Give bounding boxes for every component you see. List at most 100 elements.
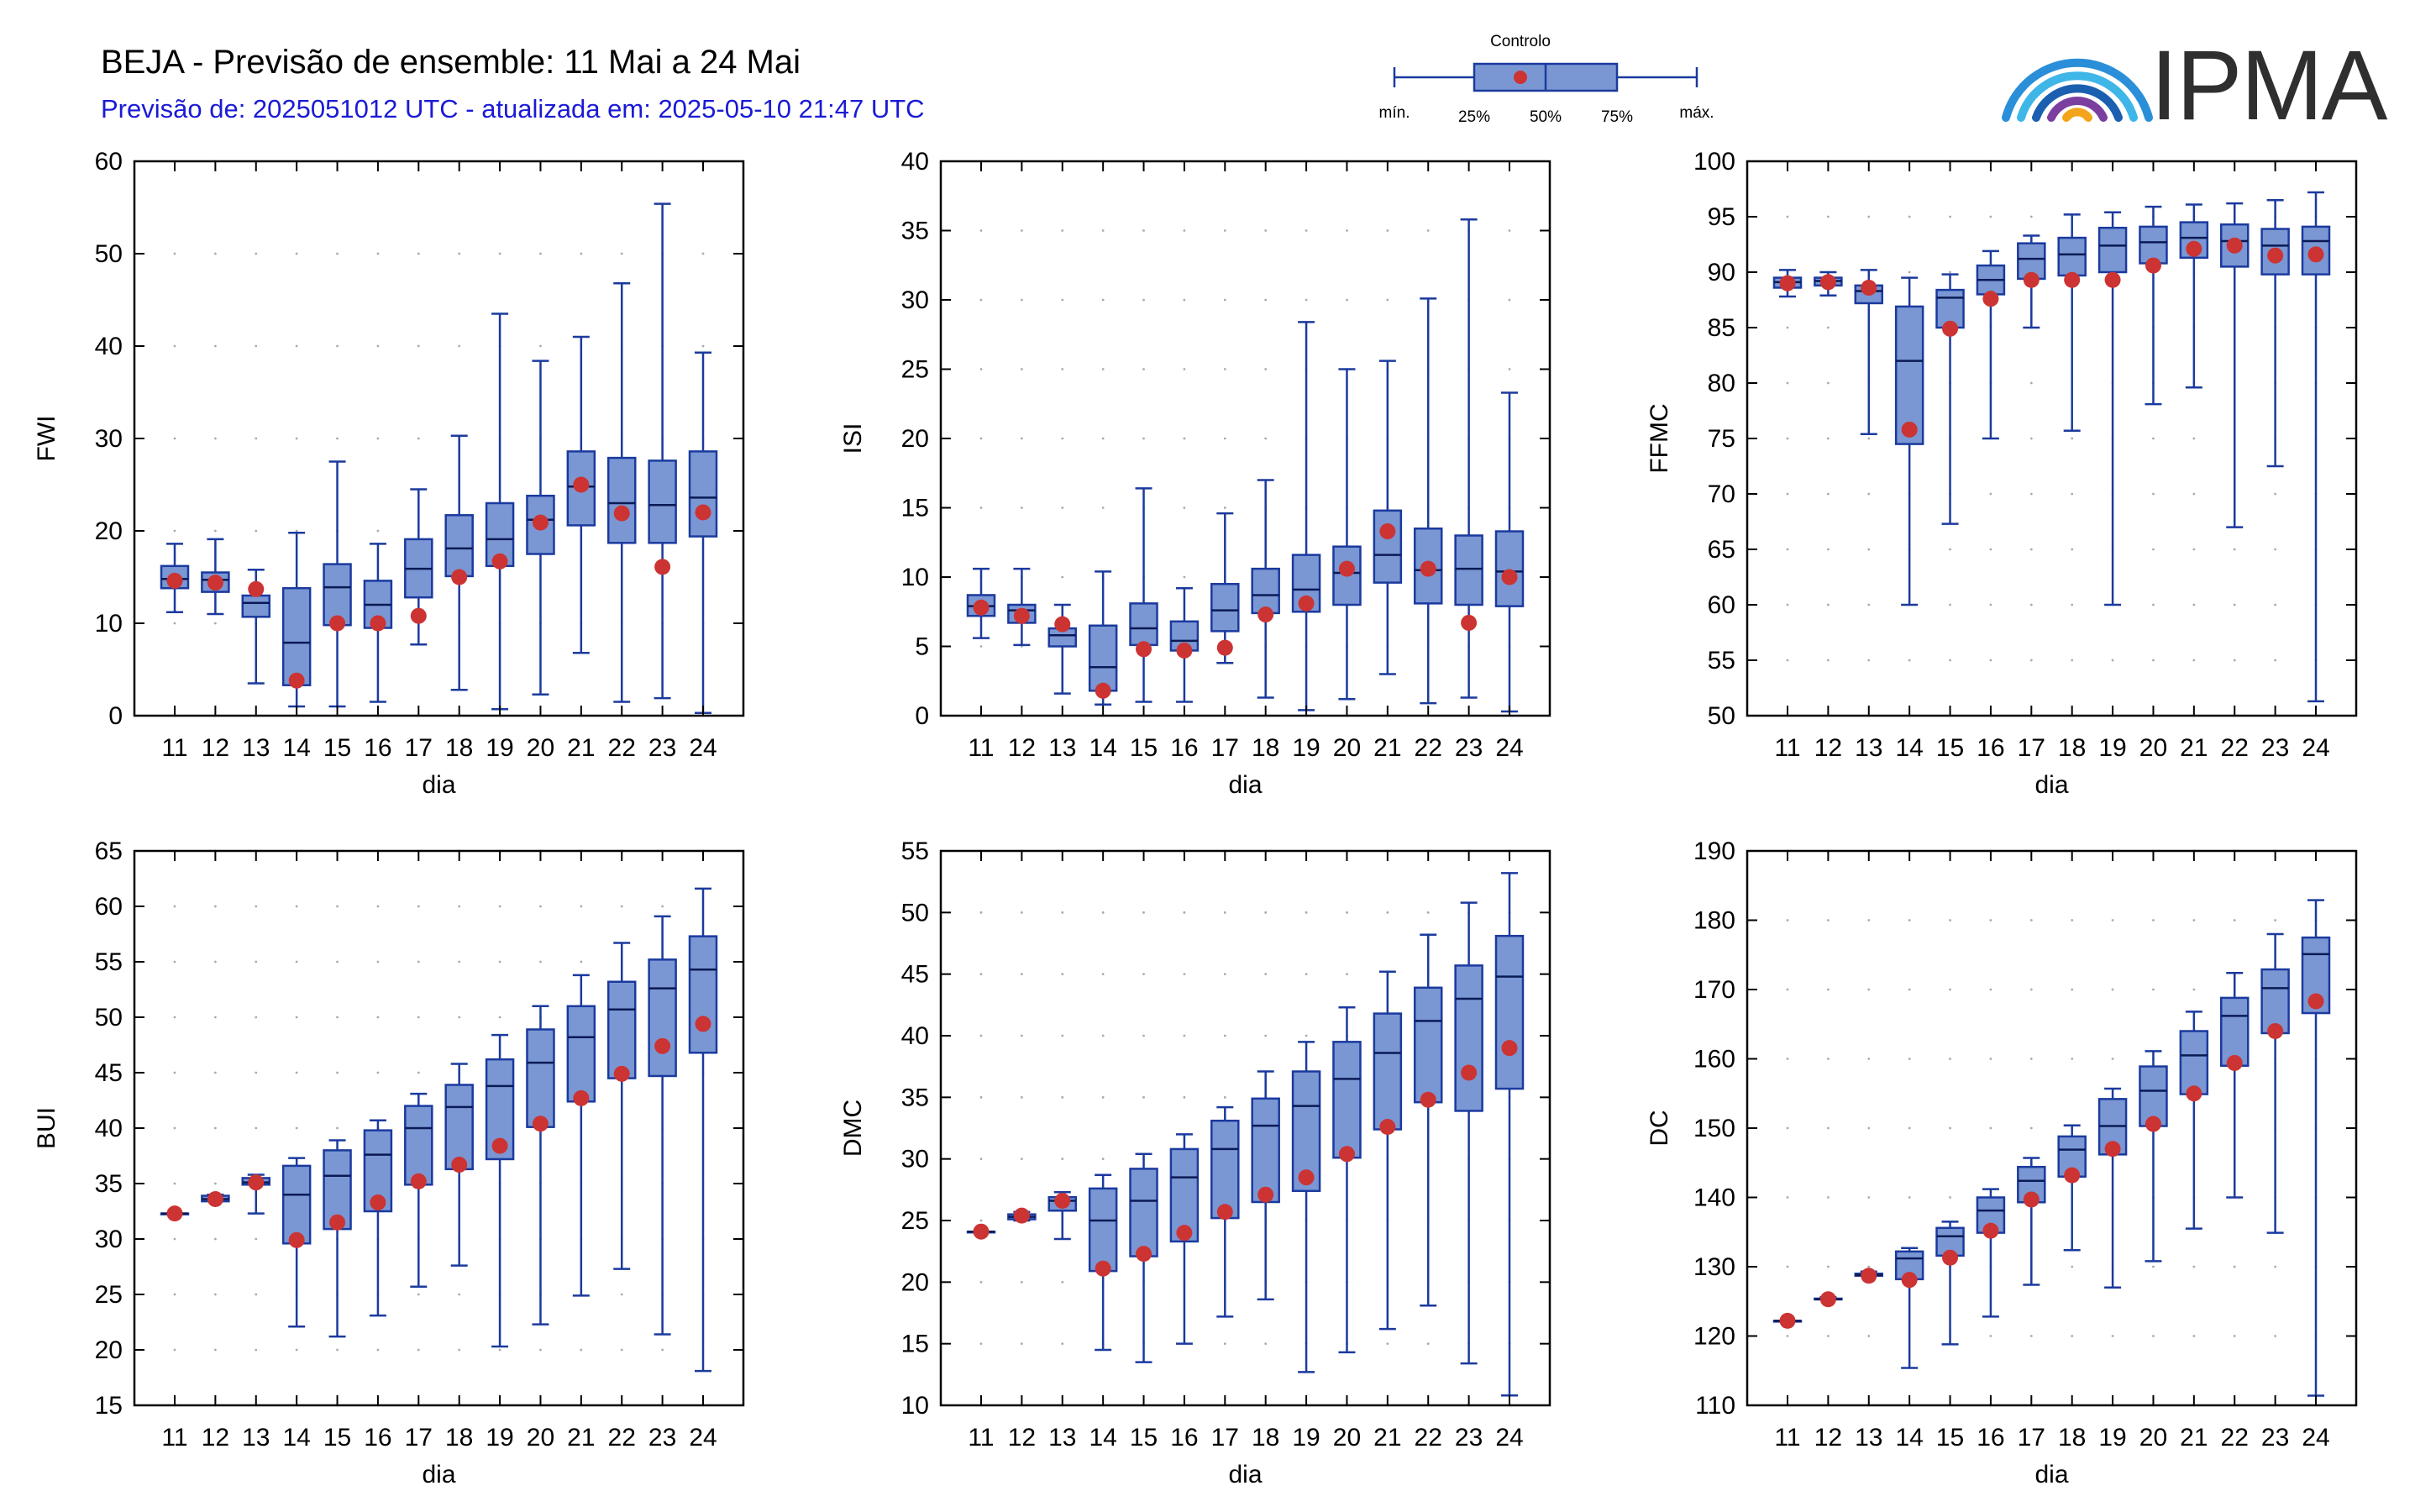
box (2097, 226, 2128, 274)
y-tick-label: 30 (901, 286, 929, 314)
grid-dot (458, 960, 461, 963)
x-tick-label: 21 (2180, 1424, 2208, 1452)
grid-dot (173, 1071, 176, 1074)
x-tick-label: 23 (1455, 1424, 1483, 1452)
grid-dot (979, 1219, 983, 1222)
grid-dot (417, 437, 420, 440)
y-tick-label: 45 (901, 961, 929, 989)
box (281, 1164, 312, 1245)
control-point (329, 615, 346, 632)
control-point (451, 569, 468, 585)
chart-dmc: 10 15 20 25 30 35 40 45 50 55 11 12 13 14 15 16 17 18 19 20… (839, 837, 1551, 1488)
grid-dot (2233, 659, 2236, 662)
grid-dot (2192, 1265, 2196, 1268)
grid-dot (1949, 215, 1951, 218)
grid-dot (1786, 548, 1789, 551)
grid-dot (1786, 1126, 1789, 1130)
y-tick-label: 95 (1708, 203, 1735, 231)
grid-dot (213, 1016, 217, 1019)
box (1129, 602, 1158, 647)
grid-dot (2274, 659, 2277, 662)
grid-dot (979, 1280, 983, 1284)
box (648, 958, 677, 1078)
grid-dot (1989, 492, 1992, 496)
chart-dc: 110 120 130 140 150 160 170 180 190 11 12 13 14 15 16 1… (1646, 837, 2358, 1488)
control-point (166, 1205, 183, 1222)
y-tick-label: 60 (95, 148, 123, 176)
grid-dot (498, 960, 501, 963)
x-tick-label: 17 (405, 734, 433, 762)
grid-dot (979, 973, 983, 976)
y-axis-label: ISI (839, 423, 867, 454)
x-tick-label: 15 (1936, 734, 1964, 762)
grid-dot (1908, 1126, 1911, 1130)
x-tick-label: 18 (1252, 734, 1279, 762)
grid-dot (2029, 1058, 2033, 1060)
grid-dot (2192, 603, 2196, 606)
grid-dot (1142, 1034, 1145, 1037)
grid-dot (1989, 548, 1992, 551)
control-point (370, 615, 386, 632)
box (2179, 1030, 2209, 1095)
grid-dot (376, 252, 380, 255)
x-axis-label: dia (1228, 1461, 1262, 1488)
grid-dot (1020, 1095, 1023, 1099)
grid-dot (336, 960, 339, 963)
grid-dot (458, 344, 461, 348)
control-point (1942, 1249, 1959, 1266)
grid-dot (1020, 368, 1023, 370)
grid-dot (2152, 659, 2155, 662)
x-tick-label: 15 (1130, 1424, 1158, 1452)
grid-dot (1223, 298, 1226, 302)
grid-dot (458, 1016, 461, 1019)
control-point (654, 1037, 671, 1054)
x-tick-label: 22 (1415, 734, 1442, 762)
grid-dot (1908, 659, 1911, 662)
grid-dot (498, 1016, 501, 1019)
control-point (1461, 614, 1478, 631)
grid-dot (2152, 988, 2155, 991)
control-point (2104, 1141, 2121, 1158)
control-point (613, 505, 630, 522)
x-tick-label: 19 (1292, 734, 1320, 762)
plot-frame (1746, 160, 2358, 717)
grid-dot (173, 1126, 176, 1130)
y-tick-label: 140 (1693, 1184, 1735, 1212)
x-tick-label: 21 (2180, 734, 2208, 762)
grid-dot (2029, 437, 2033, 440)
grid-dot (1867, 1058, 1871, 1060)
grid-dot (173, 622, 176, 625)
grid-dot (1908, 1058, 1911, 1060)
control-point (1298, 1169, 1315, 1186)
box (1251, 1097, 1280, 1204)
control-point (1136, 1246, 1152, 1263)
grid-dot (1826, 1196, 1830, 1199)
grid-dot (1101, 1158, 1105, 1161)
grid-dot (1949, 1058, 1951, 1060)
y-tick-label: 65 (1708, 536, 1735, 564)
grid-dot (1786, 326, 1789, 329)
control-point (166, 572, 183, 589)
grid-dot (1989, 1126, 1992, 1130)
grid-dot (2152, 603, 2155, 606)
grid-dot (1183, 911, 1186, 914)
grid-dot (1223, 437, 1226, 440)
grid-dot (1101, 298, 1105, 302)
legend-max-label: máx. (1679, 104, 1714, 122)
grid-dot (2111, 919, 2114, 921)
y-tick-label: 0 (108, 702, 123, 730)
y-tick-label: 150 (1693, 1115, 1735, 1142)
control-point (2307, 246, 2324, 263)
control-point (1095, 682, 1111, 699)
box (281, 586, 312, 686)
control-point (1461, 1064, 1478, 1081)
box (2057, 236, 2087, 277)
x-tick-label: 18 (445, 1424, 473, 1452)
y-axis-label: FWI (33, 416, 60, 462)
grid-dot (1142, 368, 1145, 370)
control-point (1013, 1207, 1030, 1224)
control-point (1054, 1193, 1071, 1210)
grid-dot (213, 529, 217, 533)
grid-dot (173, 1348, 176, 1352)
